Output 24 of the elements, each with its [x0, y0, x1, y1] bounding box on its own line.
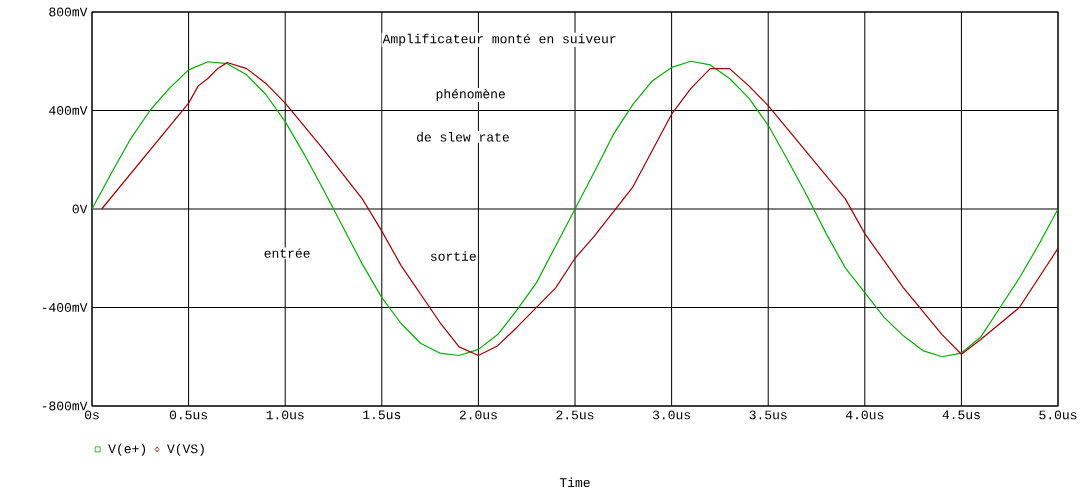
y-tick-label: -800mV [42, 401, 88, 411]
x-tick-label: 2.0us [459, 410, 497, 420]
x-axis-title: Time [559, 477, 590, 487]
x-tick-label: 3.0us [652, 410, 691, 420]
x-tick-label: 3.5us [749, 410, 787, 420]
x-tick-label: 1.0us [266, 410, 304, 420]
x-tick-label: 0s [84, 410, 99, 420]
x-tick-label: 4.5us [942, 410, 980, 420]
legend-label: V(VS) [167, 443, 204, 456]
annotation: entrée [264, 248, 310, 258]
x-tick-label: 4.0us [845, 410, 884, 420]
y-tick-label: 400mV [49, 105, 88, 115]
y-tick-label: 0V [72, 204, 88, 214]
annotation: de slew rate [417, 131, 509, 142]
legend-label: V(e+) [108, 443, 146, 456]
annotation: Amplificateur monté en suiveur [382, 33, 616, 46]
x-tick-label: 5.0us [1039, 410, 1077, 420]
annotation: sortie [430, 251, 476, 261]
y-tick-label: 800mV [49, 7, 88, 17]
x-tick-label: 1.5us [363, 410, 401, 420]
annotation: phénomène [436, 88, 505, 101]
y-tick-label: -400mV [42, 302, 88, 312]
x-tick-label: 2.5us [556, 410, 594, 420]
x-tick-label: 0.5us [169, 410, 208, 420]
